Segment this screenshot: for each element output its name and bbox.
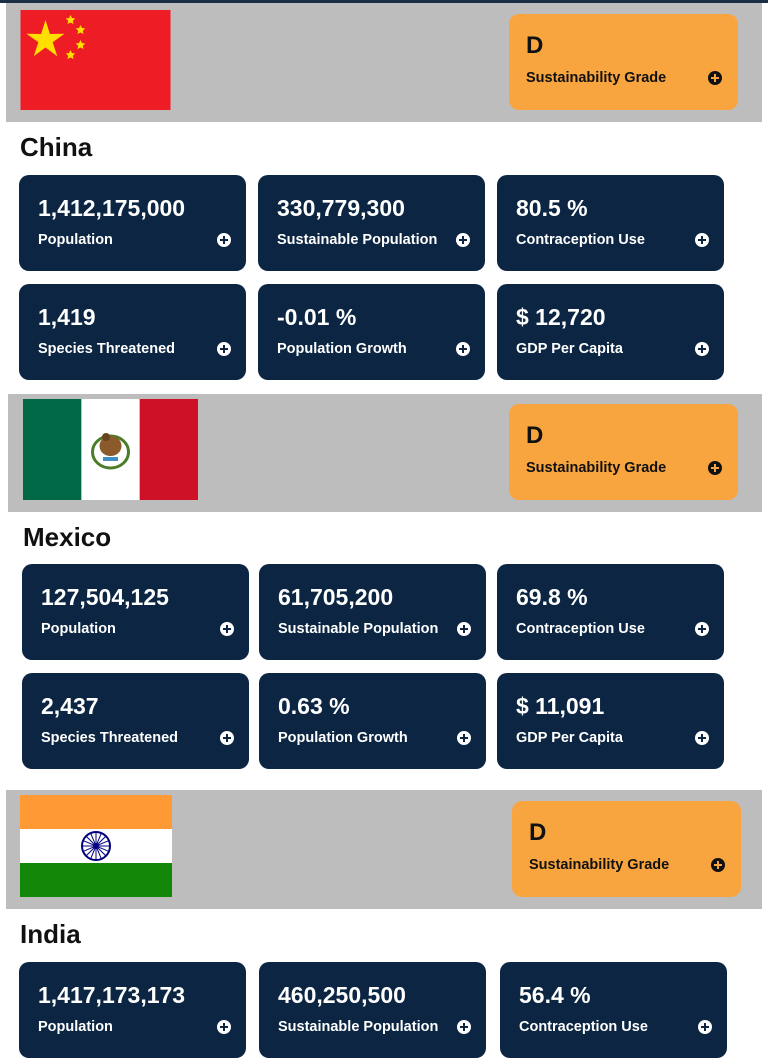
- stat-value: 69.8 %: [516, 584, 588, 610]
- plus-circle-icon[interactable]: [457, 731, 471, 745]
- stat-card-contraception-use[interactable]: 69.8 % Contraception Use: [497, 564, 724, 660]
- plus-circle-icon[interactable]: [220, 622, 234, 636]
- mexico-flag: [23, 399, 198, 500]
- plus-circle-icon[interactable]: [217, 233, 231, 247]
- plus-circle-icon[interactable]: [456, 342, 470, 356]
- stat-card-population-growth[interactable]: 0.63 % Population Growth: [259, 673, 486, 769]
- stat-label: Species Threatened: [41, 730, 178, 746]
- stat-label: Sustainable Population: [278, 621, 439, 637]
- stat-value: 2,437: [41, 693, 99, 719]
- plus-circle-icon[interactable]: [698, 1020, 712, 1034]
- stat-card-population[interactable]: 1,412,175,000 Population: [19, 175, 246, 271]
- plus-circle-icon[interactable]: [457, 1020, 471, 1034]
- grade-label: Sustainability Grade: [529, 857, 670, 873]
- plus-circle-icon[interactable]: [217, 1020, 231, 1034]
- stat-value: 1,419: [38, 304, 96, 330]
- stat-card-gdp-per-capita[interactable]: $ 12,720 GDP Per Capita: [497, 284, 724, 380]
- china-flag: [20, 10, 171, 110]
- plus-circle-icon[interactable]: [217, 342, 231, 356]
- grade-letter: D: [526, 32, 544, 59]
- plus-circle-icon[interactable]: [695, 342, 709, 356]
- top-bar: [0, 0, 768, 3]
- stat-label: Sustainable Population: [277, 232, 438, 248]
- country-name: India: [20, 919, 81, 949]
- plus-circle-icon[interactable]: [457, 622, 471, 636]
- sustainability-grade-card[interactable]: D Sustainability Grade: [512, 801, 741, 897]
- plus-circle-icon[interactable]: [711, 858, 725, 872]
- country-section-china: D Sustainability Grade China 1,412,175,0…: [0, 0, 768, 394]
- grade-label: Sustainability Grade: [526, 460, 667, 476]
- stat-label: GDP Per Capita: [516, 730, 623, 746]
- stat-label: Sustainable Population: [278, 1019, 439, 1035]
- stat-value: 1,412,175,000: [38, 195, 186, 221]
- stat-card-population-growth[interactable]: -0.01 % Population Growth: [258, 284, 485, 380]
- stat-value: 56.4 %: [519, 982, 591, 1008]
- stat-card-sustainable-population[interactable]: 61,705,200 Sustainable Population: [259, 564, 486, 660]
- plus-circle-icon[interactable]: [708, 71, 722, 85]
- grade-label: Sustainability Grade: [526, 70, 667, 86]
- plus-circle-icon[interactable]: [456, 233, 470, 247]
- country-name: Mexico: [23, 522, 112, 552]
- country-section-india: D Sustainability Grade India 1,417,173,1…: [0, 790, 768, 1058]
- stat-value: 80.5 %: [516, 195, 588, 221]
- stat-label: Contraception Use: [519, 1019, 648, 1035]
- stat-label: GDP Per Capita: [516, 341, 623, 357]
- stat-card-contraception-use[interactable]: 80.5 % Contraception Use: [497, 175, 724, 271]
- stat-value: $ 12,720: [516, 304, 606, 330]
- stat-value: 330,779,300: [277, 195, 405, 221]
- country-name: China: [20, 132, 93, 162]
- grade-letter: D: [529, 819, 547, 846]
- stat-value: 61,705,200: [278, 584, 394, 610]
- stat-card-species-threatened[interactable]: 2,437 Species Threatened: [22, 673, 249, 769]
- plus-circle-icon[interactable]: [695, 622, 709, 636]
- stat-label: Contraception Use: [516, 232, 645, 248]
- stat-card-species-threatened[interactable]: 1,419 Species Threatened: [19, 284, 246, 380]
- stat-value: 460,250,500: [278, 982, 406, 1008]
- stat-value: -0.01 %: [277, 304, 357, 330]
- stat-label: Contraception Use: [516, 621, 645, 637]
- plus-circle-icon[interactable]: [708, 461, 722, 475]
- stat-card-sustainable-population[interactable]: 330,779,300 Sustainable Population: [258, 175, 485, 271]
- stat-value: 1,417,173,173: [38, 982, 186, 1008]
- stat-label: Population Growth: [277, 341, 407, 357]
- stat-card-contraception-use[interactable]: 56.4 % Contraception Use: [500, 962, 727, 1058]
- stat-value: $ 11,091: [516, 693, 605, 719]
- plus-circle-icon[interactable]: [695, 731, 709, 745]
- country-section-mexico: D Sustainability Grade Mexico 127,504,12…: [0, 394, 768, 790]
- sustainability-grade-card[interactable]: D Sustainability Grade: [509, 14, 738, 110]
- stat-value: 0.63 %: [278, 693, 350, 719]
- india-flag: [20, 795, 172, 897]
- stat-label: Population: [38, 1019, 113, 1035]
- stat-card-gdp-per-capita[interactable]: $ 11,091 GDP Per Capita: [497, 673, 724, 769]
- stat-label: Species Threatened: [38, 341, 175, 357]
- plus-circle-icon[interactable]: [220, 731, 234, 745]
- stat-card-population[interactable]: 127,504,125 Population: [22, 564, 249, 660]
- stat-label: Population: [38, 232, 113, 248]
- stat-label: Population: [41, 621, 116, 637]
- sustainability-grade-card[interactable]: D Sustainability Grade: [509, 404, 738, 500]
- stat-label: Population Growth: [278, 730, 408, 746]
- stat-value: 127,504,125: [41, 584, 169, 610]
- plus-circle-icon[interactable]: [695, 233, 709, 247]
- stat-card-population[interactable]: 1,417,173,173 Population: [19, 962, 246, 1058]
- stat-card-sustainable-population[interactable]: 460,250,500 Sustainable Population: [259, 962, 486, 1058]
- grade-letter: D: [526, 422, 544, 449]
